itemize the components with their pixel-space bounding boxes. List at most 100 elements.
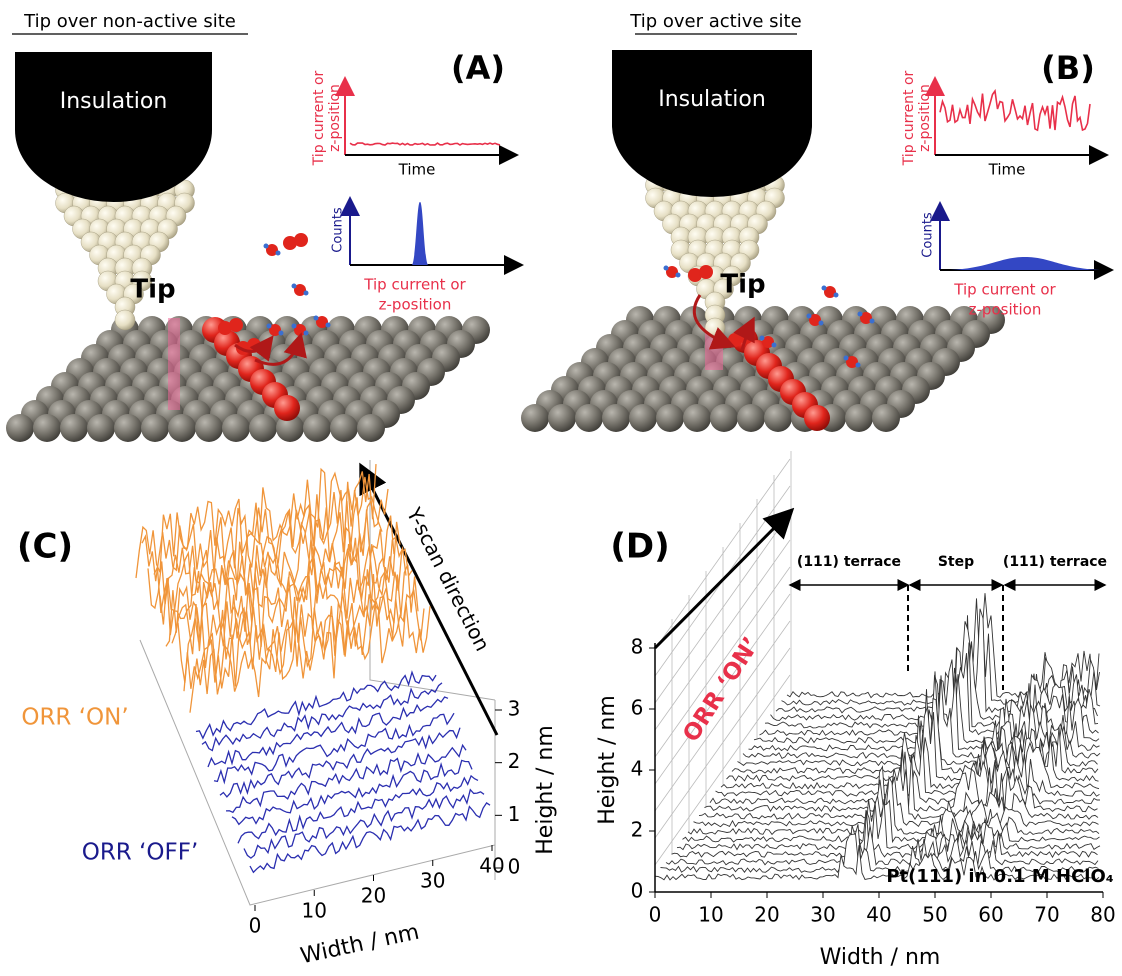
surface-atom	[683, 404, 711, 432]
scan-trace	[676, 798, 1101, 851]
hydrogen	[278, 330, 284, 336]
x-tick-label: 0	[249, 914, 262, 938]
insulation	[15, 52, 212, 202]
surface-atom	[548, 404, 576, 432]
hydrogen	[325, 322, 331, 328]
surface-atom	[222, 414, 250, 442]
surface-atom	[764, 404, 792, 432]
hydrogen	[833, 292, 839, 298]
y-tick-label: 0	[631, 879, 644, 903]
surface-atom	[521, 404, 549, 432]
axis-label: z-position	[917, 84, 933, 152]
hydrogen	[675, 272, 681, 278]
oxygen	[860, 312, 872, 324]
axis-label: Counts	[921, 212, 936, 258]
back-grid	[654, 512, 791, 704]
panel-label: (B)	[1041, 49, 1095, 87]
sample-label: Pt(111) in 0.1 M HClO₄	[886, 866, 1113, 887]
hydrogen	[855, 362, 861, 368]
hydrogen	[275, 250, 281, 256]
tip-label: Tip	[720, 270, 765, 300]
surface-atom	[629, 404, 657, 432]
scan-trace	[660, 833, 1099, 873]
scan-trace	[219, 727, 461, 798]
region-label: ORR ‘ON’	[678, 633, 765, 747]
scan-trace	[201, 682, 443, 752]
scan-trace	[720, 735, 1100, 790]
back-grid	[654, 539, 791, 731]
scan-trace	[665, 824, 1099, 866]
tip-label: Tip	[130, 275, 175, 305]
region-label: (111) terrace	[1003, 554, 1107, 570]
scan-trace	[183, 587, 425, 692]
x-tick-label: 30	[420, 869, 445, 893]
surface-atom	[6, 414, 34, 442]
surface-atom	[845, 404, 873, 432]
scan-trace	[698, 767, 1099, 820]
x-tick-label: 40	[479, 854, 504, 878]
scan-trace	[709, 751, 1100, 805]
region-label: Step	[938, 554, 974, 570]
oxygen	[762, 336, 774, 348]
scan-trace	[195, 670, 437, 740]
back-grid	[654, 674, 791, 866]
axis-label: z-position	[969, 301, 1042, 319]
scan-trace	[165, 536, 407, 647]
reaction-arrow	[234, 335, 274, 362]
hydrogen	[759, 335, 765, 341]
histogram-shape	[950, 257, 1100, 270]
hydrogen	[821, 285, 827, 291]
surface-atom	[87, 414, 115, 442]
scan-arrow	[653, 507, 795, 650]
x-tick-label: 70	[1034, 903, 1059, 927]
surface-atom	[33, 414, 61, 442]
x-tick-label: 50	[922, 903, 947, 927]
reaction-arrow	[254, 332, 307, 366]
hydrogen	[663, 265, 669, 271]
surface-atom	[168, 414, 196, 442]
active-atom	[804, 405, 830, 431]
scan-trace	[153, 509, 395, 614]
panel-label: (C)	[17, 527, 73, 567]
scan-trace	[682, 795, 1100, 844]
y-tick-label: 6	[631, 696, 644, 720]
scan-trace	[249, 801, 491, 874]
back-grid	[654, 566, 791, 758]
surface-atom	[710, 404, 738, 432]
surface-atom	[872, 404, 900, 432]
y-tick-label: 0	[508, 855, 521, 879]
hydrogen	[869, 318, 875, 324]
y-tick-label: 2	[631, 818, 644, 842]
scan-trace	[671, 810, 1098, 859]
scan-trace	[237, 774, 479, 844]
oxygen	[283, 236, 297, 250]
surface-atom	[195, 414, 223, 442]
region-label: ORR ‘OFF’	[82, 840, 199, 866]
axis-label: Tip current or	[901, 70, 917, 166]
axis-label: z-position	[379, 296, 452, 314]
axis-label: Time	[988, 161, 1026, 179]
surface-atom	[249, 414, 277, 442]
oxygen	[294, 233, 308, 247]
y-tick-label: 3	[508, 697, 521, 721]
axis-label: Width / nm	[820, 945, 941, 970]
oxygen	[269, 324, 281, 336]
back-grid	[654, 458, 791, 650]
axis-label: Height / nm	[533, 725, 558, 855]
oxygen	[846, 356, 858, 368]
back-grid	[654, 620, 791, 812]
insulation	[612, 50, 812, 197]
hydrogen	[843, 355, 849, 361]
hydrogen	[266, 323, 272, 329]
hydrogen	[857, 311, 863, 317]
surface-atom	[656, 404, 684, 432]
region-label: ORR ‘ON’	[21, 705, 128, 731]
region-label: (111) terrace	[797, 554, 901, 570]
hydrogen	[291, 283, 297, 289]
y-tick-label: 4	[631, 757, 644, 781]
drawing-layer: Tip over non-active site (A) Insulation Tip…	[6, 11, 1116, 970]
hydrogen	[818, 320, 824, 326]
axis-label: Width / nm	[298, 920, 421, 970]
hydrogen	[303, 290, 309, 296]
